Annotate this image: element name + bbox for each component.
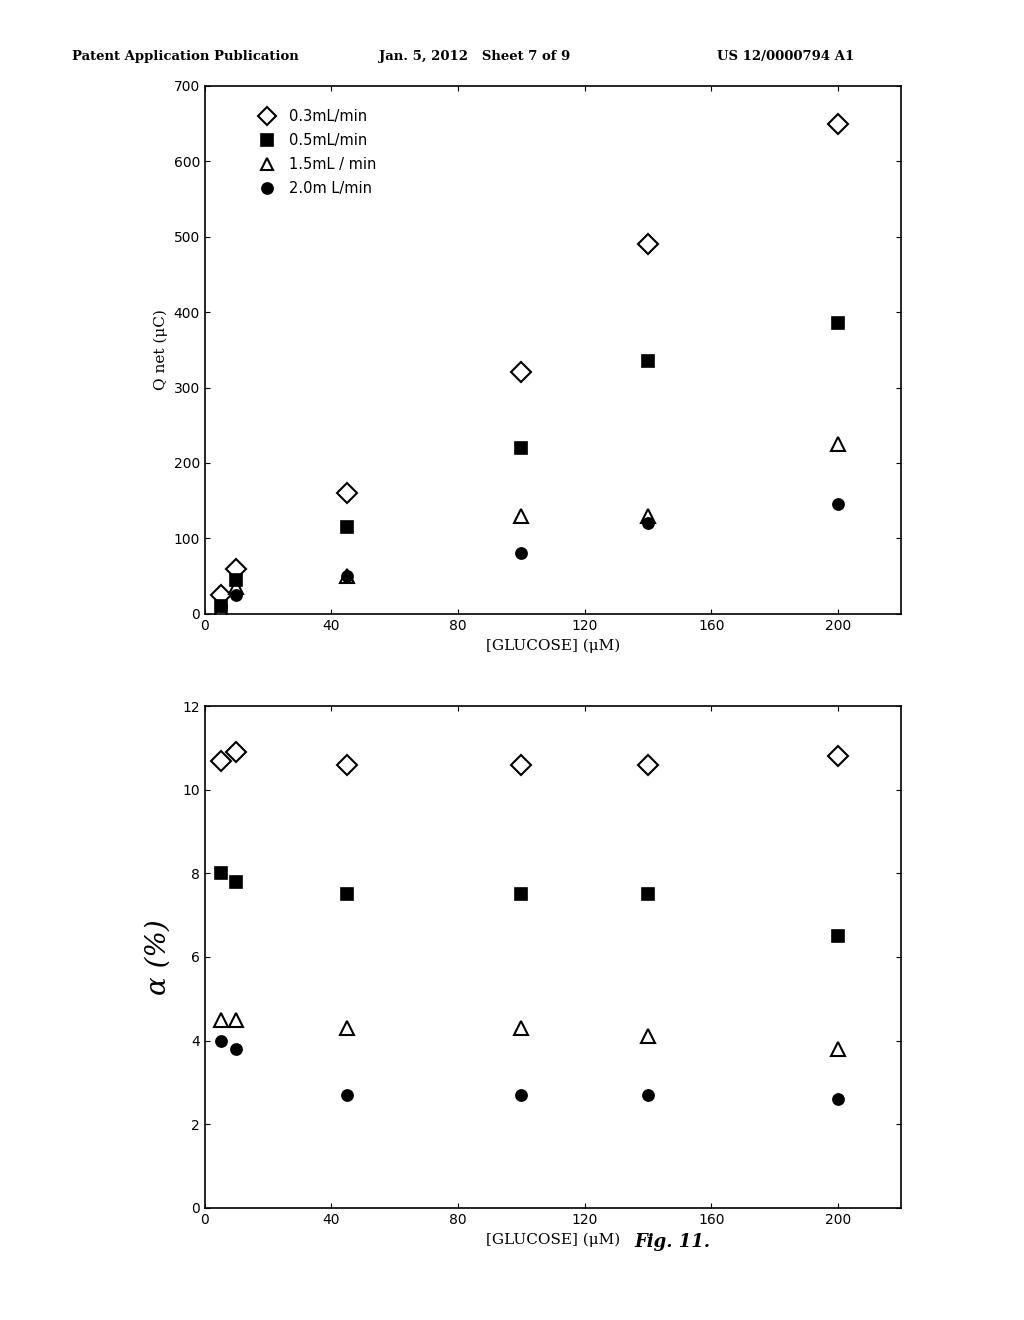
Y-axis label: Q net (μC): Q net (μC) — [154, 309, 168, 391]
2.0m L/min — [341, 568, 353, 583]
Line: 0.3mL/min: 0.3mL/min — [214, 746, 845, 772]
Legend: 0.3mL/min, 0.5mL/min, 1.5mL / min, 2.0m L/min: 0.3mL/min, 0.5mL/min, 1.5mL / min, 2.0m … — [247, 104, 382, 202]
Line: 1.5mL / min: 1.5mL / min — [214, 1012, 845, 1056]
2.0m L/min — [642, 1088, 654, 1104]
Line: 2.0m L/min: 2.0m L/min — [215, 1035, 844, 1105]
1.5mL / min — [515, 508, 527, 524]
1.5mL / min — [230, 579, 243, 595]
1.5mL / min — [831, 436, 844, 451]
0.3mL/min — [642, 236, 654, 252]
0.5mL/min — [831, 928, 844, 944]
Text: Jan. 5, 2012   Sheet 7 of 9: Jan. 5, 2012 Sheet 7 of 9 — [379, 50, 570, 63]
Line: 0.5mL/min: 0.5mL/min — [215, 867, 844, 941]
0.3mL/min — [515, 364, 527, 380]
2.0m L/min — [642, 515, 654, 531]
Line: 1.5mL / min: 1.5mL / min — [214, 437, 845, 616]
0.5mL/min — [214, 598, 226, 614]
X-axis label: [GLUCOSE] (μM): [GLUCOSE] (μM) — [485, 1232, 621, 1246]
1.5mL / min — [341, 568, 353, 583]
1.5mL / min — [515, 1020, 527, 1036]
0.3mL/min — [341, 756, 353, 772]
0.5mL/min — [642, 887, 654, 903]
0.3mL/min — [341, 486, 353, 502]
0.3mL/min — [230, 561, 243, 577]
2.0m L/min — [214, 598, 226, 614]
0.3mL/min — [642, 756, 654, 772]
0.3mL/min — [214, 752, 226, 768]
0.5mL/min — [230, 572, 243, 587]
1.5mL / min — [341, 1020, 353, 1036]
2.0m L/min — [515, 545, 527, 561]
Line: 2.0m L/min: 2.0m L/min — [215, 499, 844, 611]
0.3mL/min — [230, 744, 243, 760]
1.5mL / min — [214, 602, 226, 618]
1.5mL / min — [214, 1011, 226, 1027]
0.3mL/min — [214, 587, 226, 603]
1.5mL / min — [642, 508, 654, 524]
0.5mL/min — [214, 866, 226, 882]
Y-axis label: α (%): α (%) — [144, 919, 171, 995]
0.3mL/min — [831, 748, 844, 764]
2.0m L/min — [831, 1092, 844, 1107]
Text: Patent Application Publication: Patent Application Publication — [72, 50, 298, 63]
0.5mL/min — [341, 519, 353, 535]
Text: Fig. 11.: Fig. 11. — [635, 1233, 711, 1251]
0.5mL/min — [831, 315, 844, 331]
2.0m L/min — [341, 1088, 353, 1104]
Line: 0.5mL/min: 0.5mL/min — [215, 318, 844, 611]
2.0m L/min — [214, 1032, 226, 1048]
1.5mL / min — [831, 1041, 844, 1057]
2.0m L/min — [515, 1088, 527, 1104]
1.5mL / min — [642, 1028, 654, 1044]
2.0m L/min — [230, 587, 243, 603]
2.0m L/min — [230, 1041, 243, 1057]
X-axis label: [GLUCOSE] (μM): [GLUCOSE] (μM) — [485, 638, 621, 652]
0.5mL/min — [642, 354, 654, 370]
0.5mL/min — [341, 887, 353, 903]
Line: 0.3mL/min: 0.3mL/min — [214, 116, 845, 602]
0.3mL/min — [831, 116, 844, 132]
2.0m L/min — [831, 496, 844, 512]
0.3mL/min — [515, 756, 527, 772]
0.5mL/min — [515, 887, 527, 903]
1.5mL / min — [230, 1011, 243, 1027]
0.5mL/min — [515, 440, 527, 455]
Text: US 12/0000794 A1: US 12/0000794 A1 — [717, 50, 854, 63]
0.5mL/min — [230, 874, 243, 890]
